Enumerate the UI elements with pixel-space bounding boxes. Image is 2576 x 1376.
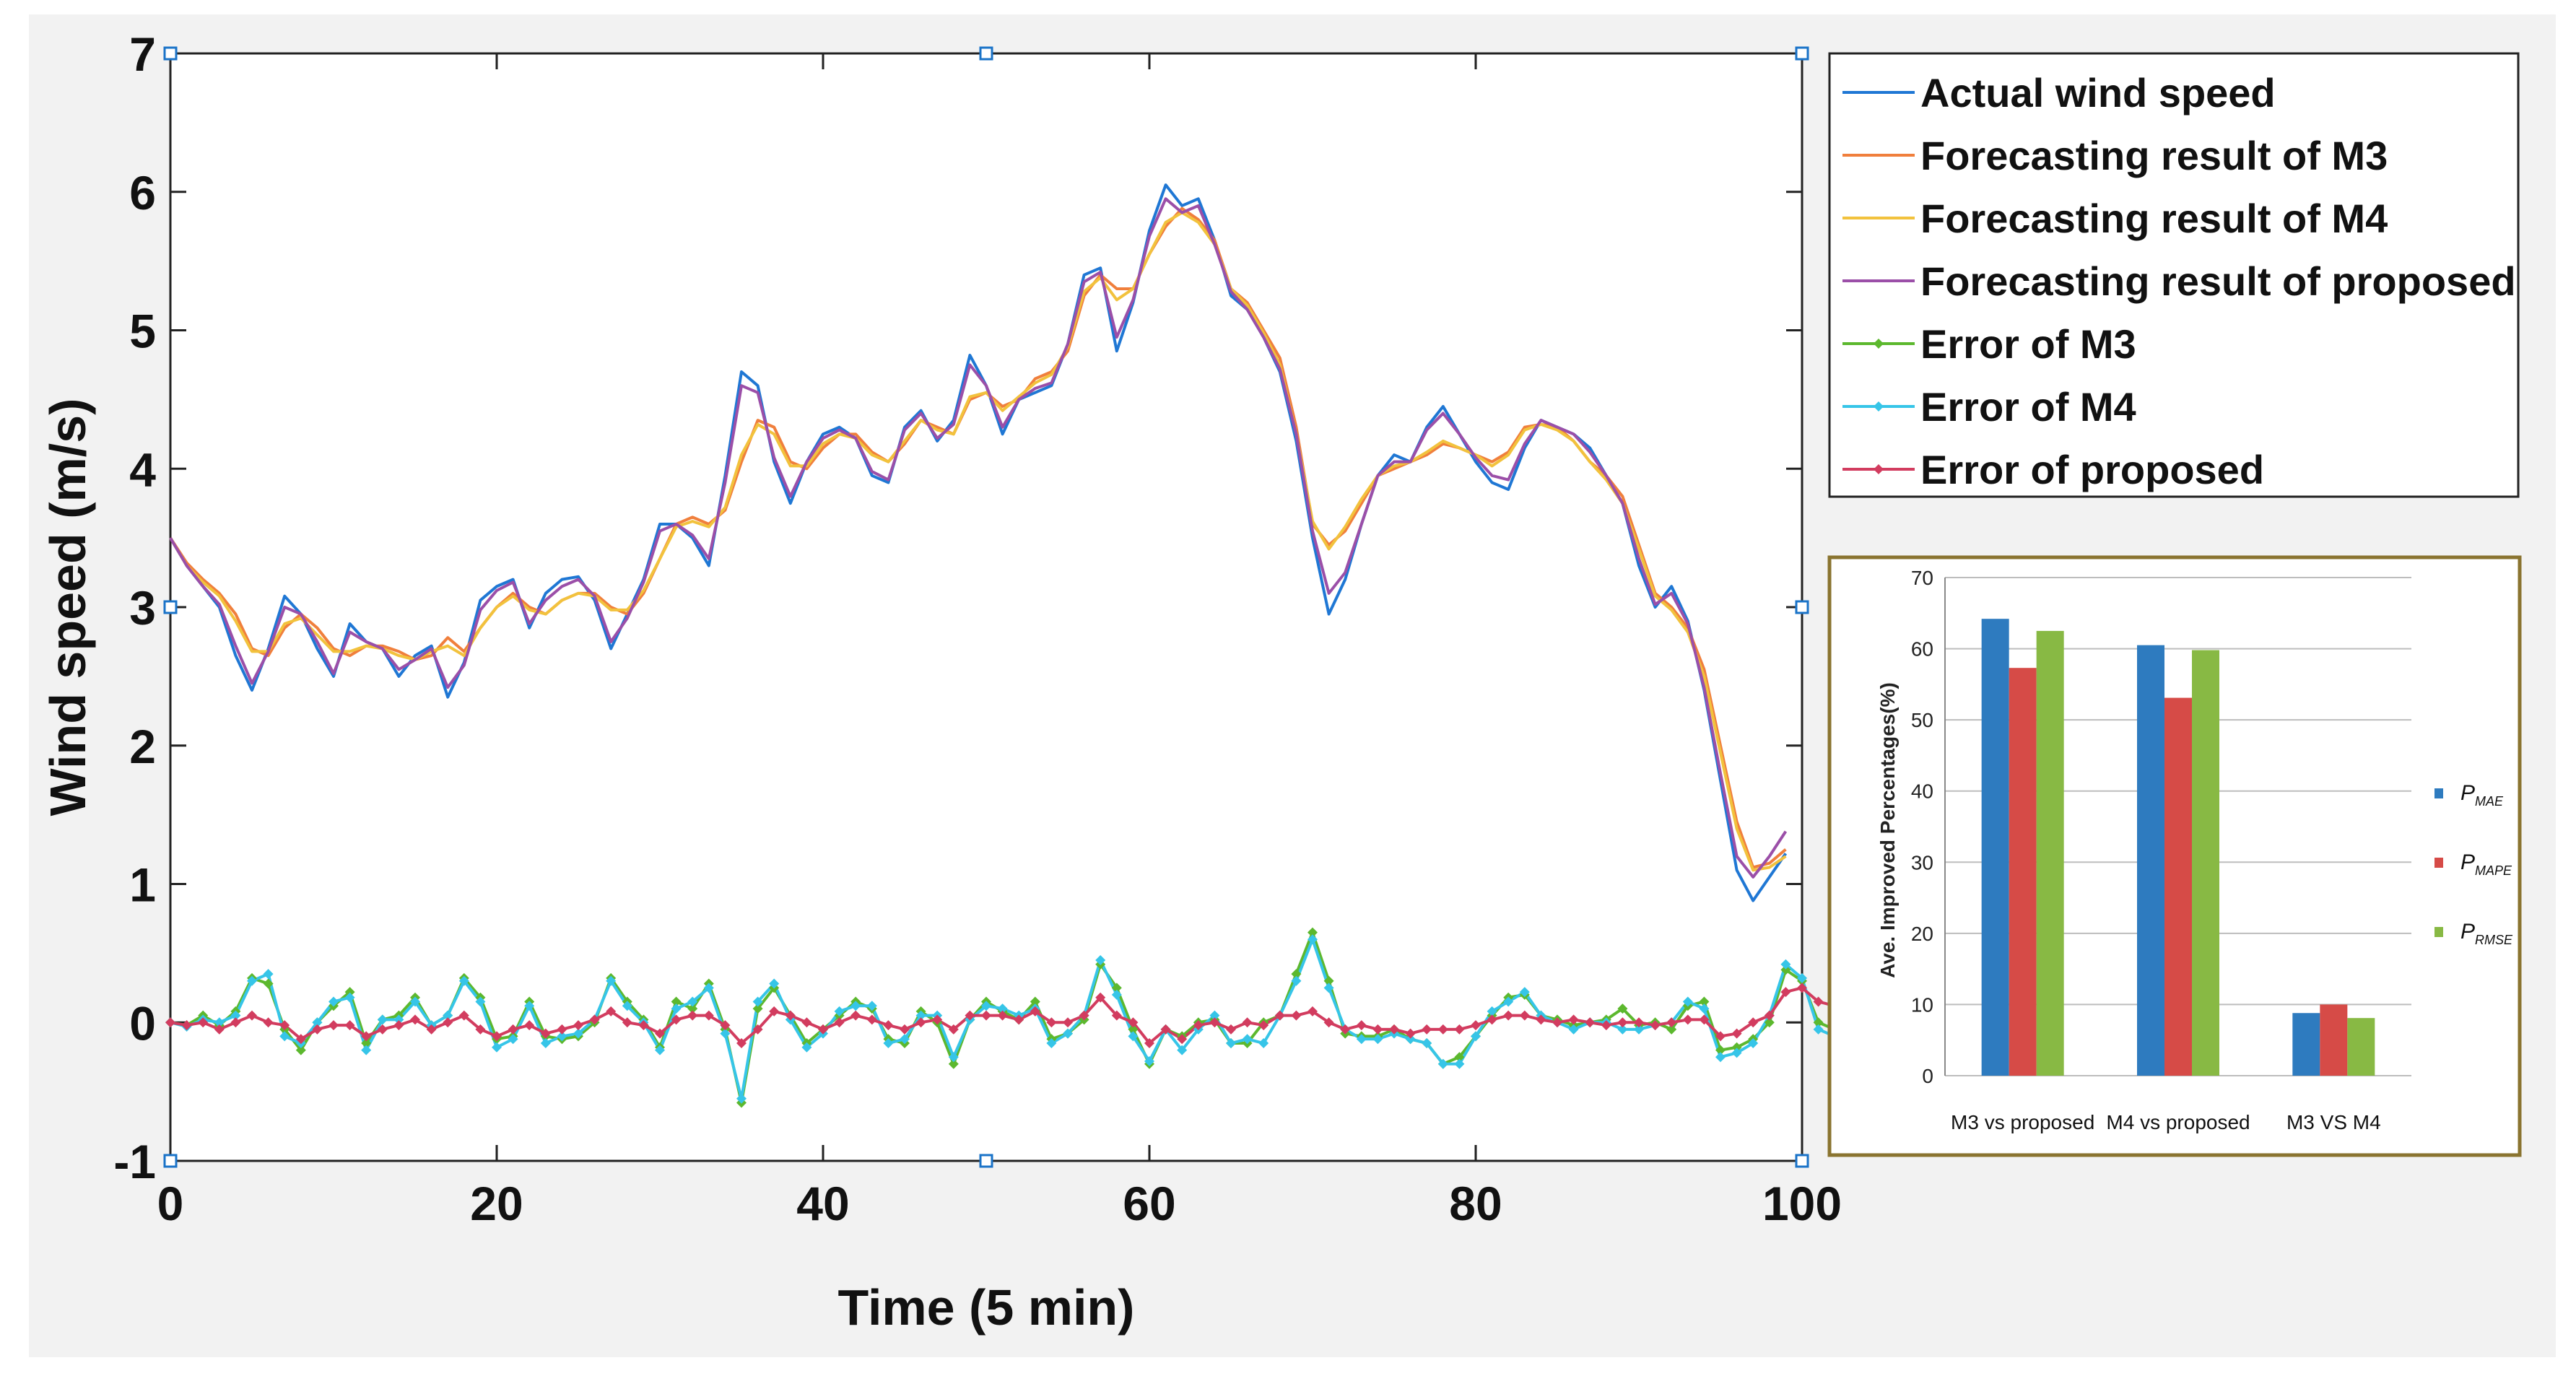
selection-handle[interactable] bbox=[165, 48, 176, 59]
y-tick-label: 4 bbox=[129, 443, 156, 496]
legend-label: Forecasting result of M3 bbox=[1920, 133, 2388, 178]
selection-handle[interactable] bbox=[980, 48, 992, 59]
inset-y-tick-label: 20 bbox=[1911, 923, 1933, 945]
bar-2-1 bbox=[2320, 1004, 2347, 1076]
bar-1-0 bbox=[2137, 645, 2164, 1076]
x-tick-label: 60 bbox=[1123, 1177, 1175, 1230]
inset-y-tick-label: 70 bbox=[1911, 567, 1933, 589]
bar-1-2 bbox=[2192, 650, 2219, 1076]
selection-handle[interactable] bbox=[1796, 48, 1808, 59]
y-tick-label: 3 bbox=[129, 581, 156, 635]
inset-bar-chart: 0 10 20 30 40 50 60 70 M3 vs proposed M4 vs prop… bbox=[1829, 557, 2520, 1155]
chart-figure: -1012345670 20 40 60 80 100 Time (5 min) Wind… bbox=[0, 0, 2576, 1376]
y-tick-label: 6 bbox=[129, 166, 156, 219]
bar-0-0 bbox=[1982, 619, 2009, 1076]
inset-y-tick-label: 10 bbox=[1911, 993, 1933, 1016]
inset-x-tick-label: M4 vs proposed bbox=[2106, 1111, 2250, 1133]
x-axis-label: Time (5 min) bbox=[837, 1279, 1134, 1336]
bar-1-1 bbox=[2164, 698, 2192, 1076]
x-tick-label: 40 bbox=[796, 1177, 849, 1230]
x-tick-label: 0 bbox=[157, 1177, 184, 1230]
main-legend: Actual wind speed Forecasting result of M… bbox=[1829, 53, 2518, 497]
legend-label: Forecasting result of M4 bbox=[1920, 196, 2388, 241]
inset-y-tick-label: 40 bbox=[1911, 780, 1933, 803]
y-axis-label: Wind speed (m/s) bbox=[40, 399, 96, 817]
y-tick-label: 0 bbox=[129, 996, 156, 1050]
x-tick-label: 20 bbox=[470, 1177, 523, 1230]
selection-handle[interactable] bbox=[1796, 1155, 1808, 1167]
legend-label: Error of M3 bbox=[1920, 321, 2136, 367]
legend-label: Error of M4 bbox=[1920, 384, 2136, 430]
main-line-chart: -1012345670 20 40 60 80 100 Time (5 min) Wind… bbox=[40, 27, 1842, 1336]
inset-x-tick-label: M3 vs proposed bbox=[1951, 1111, 2094, 1133]
inset-y-tick-label: 30 bbox=[1911, 851, 1933, 874]
y-tick-label: 1 bbox=[129, 858, 156, 912]
inset-y-tick-label: 0 bbox=[1922, 1065, 1933, 1087]
legend-label: Error of proposed bbox=[1920, 447, 2264, 492]
inset-y-tick-label: 60 bbox=[1911, 638, 1933, 661]
selection-handle[interactable] bbox=[980, 1155, 992, 1167]
bar-0-1 bbox=[2009, 668, 2037, 1076]
inset-x-tick-label: M3 VS M4 bbox=[2286, 1111, 2381, 1133]
y-tick-label: -1 bbox=[113, 1135, 156, 1188]
legend-label: Actual wind speed bbox=[1920, 70, 2276, 116]
inset-legend-swatch bbox=[2434, 927, 2443, 937]
selection-handle[interactable] bbox=[165, 601, 176, 613]
y-tick-label: 5 bbox=[129, 305, 156, 358]
inset-legend-swatch bbox=[2434, 788, 2443, 798]
inset-legend-swatch bbox=[2434, 858, 2443, 868]
bar-0-2 bbox=[2037, 631, 2064, 1076]
bar-2-0 bbox=[2292, 1013, 2320, 1076]
y-tick-label: 2 bbox=[129, 720, 156, 773]
selection-handle[interactable] bbox=[1796, 601, 1808, 613]
inset-y-tick-label: 50 bbox=[1911, 709, 1933, 731]
legend-label: Forecasting result of proposed bbox=[1920, 258, 2516, 304]
selection-handle[interactable] bbox=[165, 1155, 176, 1167]
y-tick-label: 7 bbox=[129, 27, 156, 81]
inset-y-axis-label: Ave. Improved Percentages(%) bbox=[1876, 682, 1899, 978]
x-tick-label: 80 bbox=[1449, 1177, 1502, 1230]
x-tick-label: 100 bbox=[1762, 1177, 1842, 1230]
bar-2-2 bbox=[2347, 1018, 2375, 1076]
